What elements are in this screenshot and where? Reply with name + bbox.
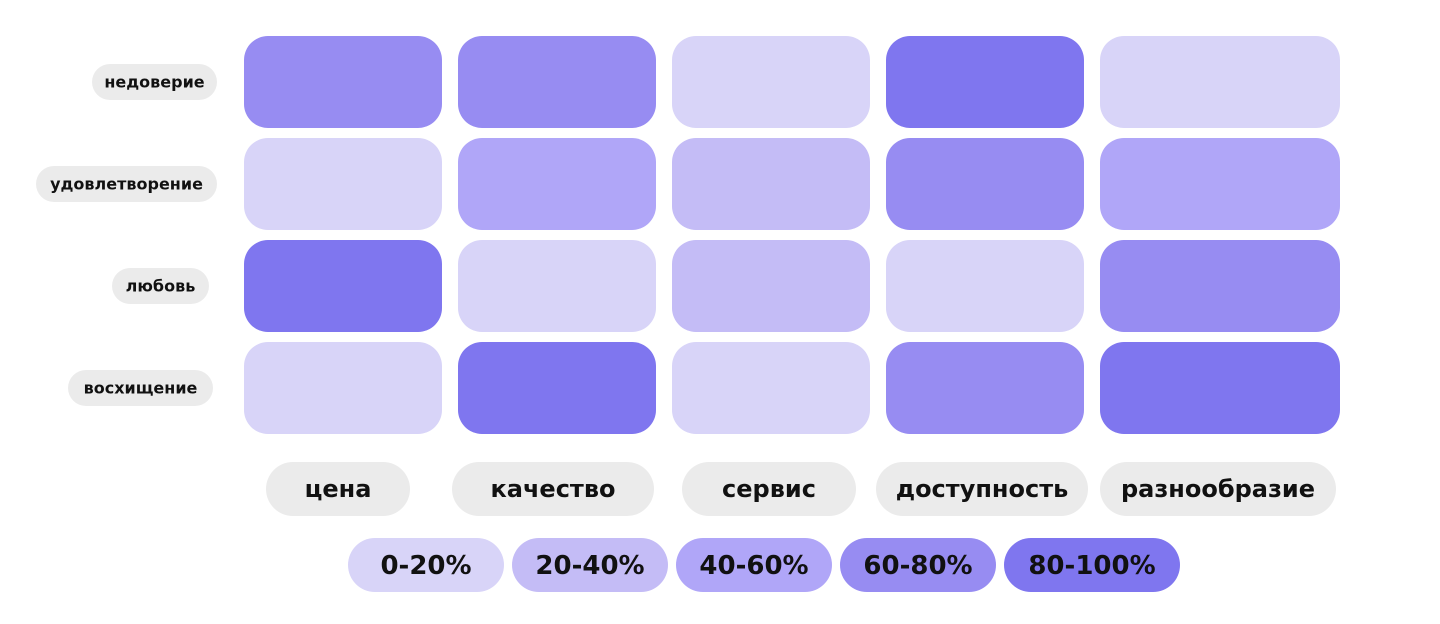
column-label: разнообразие [1121,475,1315,503]
column-label-pill [1100,462,1336,516]
row-label: недоверие [104,73,204,92]
legend-label: 0-20% [380,551,471,581]
heatmap-cell [672,342,870,434]
row-label-pill [68,370,213,406]
legend-label: 20-40% [535,551,644,581]
heatmap-cell [672,36,870,128]
heatmap-cell [244,240,442,332]
row-label: удовлетворение [50,175,203,194]
column-label-pill [682,462,856,516]
heatmap-cell [244,138,442,230]
column-label-pill [452,462,654,516]
heatmap-cell [1100,138,1340,230]
legend-label: 80-100% [1028,551,1155,581]
row-label-pill [36,166,217,202]
column-label: доступность [896,475,1069,503]
legend-swatch [840,538,996,592]
row-label: любовь [126,277,196,296]
heatmap-cell [458,36,656,128]
row-label-pill [112,268,209,304]
heatmap-cell [458,342,656,434]
row-label-pill [92,64,217,100]
legend-swatch [512,538,668,592]
heatmap-cell [672,240,870,332]
column-label: качество [490,475,615,503]
legend-swatch [1004,538,1180,592]
legend-swatch [676,538,832,592]
row-label: восхищение [84,379,198,398]
heatmap-cell [1100,36,1340,128]
legend-label: 60-80% [863,551,972,581]
heatmap-cell [672,138,870,230]
heatmap-cell [886,240,1084,332]
heatmap-cell [886,342,1084,434]
heatmap-cell [1100,342,1340,434]
heatmap-cell [244,342,442,434]
legend-swatch [348,538,504,592]
legend-label: 40-60% [699,551,808,581]
heatmap-cell [244,36,442,128]
heatmap-cell [886,138,1084,230]
column-label: сервис [722,475,816,503]
heatmap-cell [458,138,656,230]
heatmap-cell [458,240,656,332]
column-label: цена [305,475,372,503]
heatmap-cell [886,36,1084,128]
heatmap-cell [1100,240,1340,332]
column-label-pill [876,462,1088,516]
column-label-pill [266,462,410,516]
